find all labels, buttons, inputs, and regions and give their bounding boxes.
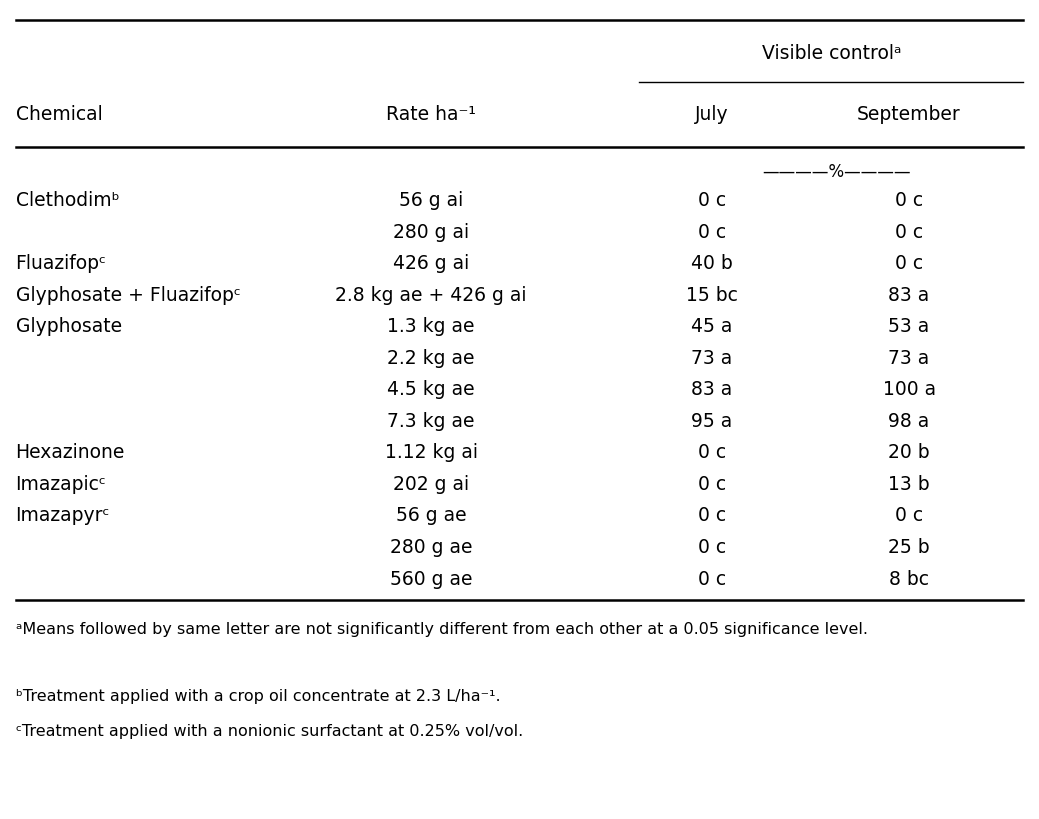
Text: 2.8 kg ae + 426 g ai: 2.8 kg ae + 426 g ai <box>336 286 527 305</box>
Text: 13 b: 13 b <box>888 475 930 494</box>
Text: 280 g ae: 280 g ae <box>390 538 473 557</box>
Text: 0 c: 0 c <box>697 443 726 463</box>
Text: Clethodimᵇ: Clethodimᵇ <box>16 191 119 210</box>
Text: September: September <box>857 105 961 124</box>
Text: 0 c: 0 c <box>697 475 726 494</box>
Text: 0 c: 0 c <box>895 254 924 274</box>
Text: Glyphosate + Fluazifopᶜ: Glyphosate + Fluazifopᶜ <box>16 286 240 305</box>
Text: 0 c: 0 c <box>895 191 924 210</box>
Text: Rate ha⁻¹: Rate ha⁻¹ <box>387 105 476 124</box>
Text: 83 a: 83 a <box>888 286 930 305</box>
Text: 0 c: 0 c <box>697 506 726 526</box>
Text: 15 bc: 15 bc <box>686 286 738 305</box>
Text: 7.3 kg ae: 7.3 kg ae <box>388 412 475 431</box>
Text: 0 c: 0 c <box>895 506 924 526</box>
Text: ————%————: ————%———— <box>762 163 911 181</box>
Text: 95 a: 95 a <box>691 412 732 431</box>
Text: 53 a: 53 a <box>888 317 930 337</box>
Text: ᵇTreatment applied with a crop oil concentrate at 2.3 L/ha⁻¹.: ᵇTreatment applied with a crop oil conce… <box>16 689 500 704</box>
Text: 1.12 kg ai: 1.12 kg ai <box>384 443 478 463</box>
Text: 25 b: 25 b <box>888 538 930 557</box>
Text: Imazapyrᶜ: Imazapyrᶜ <box>16 506 110 526</box>
Text: 560 g ae: 560 g ae <box>390 569 473 589</box>
Text: Hexazinone: Hexazinone <box>16 443 125 463</box>
Text: 426 g ai: 426 g ai <box>393 254 470 274</box>
Text: Imazapicᶜ: Imazapicᶜ <box>16 475 106 494</box>
Text: 100 a: 100 a <box>882 380 936 400</box>
Text: 45 a: 45 a <box>691 317 732 337</box>
Text: 98 a: 98 a <box>888 412 930 431</box>
Text: July: July <box>695 105 728 124</box>
Text: 20 b: 20 b <box>888 443 930 463</box>
Text: 73 a: 73 a <box>888 349 930 368</box>
Text: ᶜTreatment applied with a nonionic surfactant at 0.25% vol/vol.: ᶜTreatment applied with a nonionic surfa… <box>16 724 523 739</box>
Text: ᵃMeans followed by same letter are not significantly different from each other a: ᵃMeans followed by same letter are not s… <box>16 622 868 637</box>
Text: 0 c: 0 c <box>697 191 726 210</box>
Text: 8 bc: 8 bc <box>889 569 929 589</box>
Text: 0 c: 0 c <box>895 223 924 242</box>
Text: 73 a: 73 a <box>691 349 732 368</box>
Text: 0 c: 0 c <box>697 538 726 557</box>
Text: Visible controlᵃ: Visible controlᵃ <box>762 43 901 63</box>
Text: 56 g ae: 56 g ae <box>396 506 467 526</box>
Text: Chemical: Chemical <box>16 105 102 124</box>
Text: 4.5 kg ae: 4.5 kg ae <box>388 380 475 400</box>
Text: 280 g ai: 280 g ai <box>393 223 470 242</box>
Text: Glyphosate: Glyphosate <box>16 317 122 337</box>
Text: 56 g ai: 56 g ai <box>399 191 463 210</box>
Text: 202 g ai: 202 g ai <box>393 475 470 494</box>
Text: 1.3 kg ae: 1.3 kg ae <box>388 317 475 337</box>
Text: 2.2 kg ae: 2.2 kg ae <box>388 349 475 368</box>
Text: 0 c: 0 c <box>697 569 726 589</box>
Text: 83 a: 83 a <box>691 380 732 400</box>
Text: 0 c: 0 c <box>697 223 726 242</box>
Text: Fluazifopᶜ: Fluazifopᶜ <box>16 254 106 274</box>
Text: 40 b: 40 b <box>691 254 732 274</box>
